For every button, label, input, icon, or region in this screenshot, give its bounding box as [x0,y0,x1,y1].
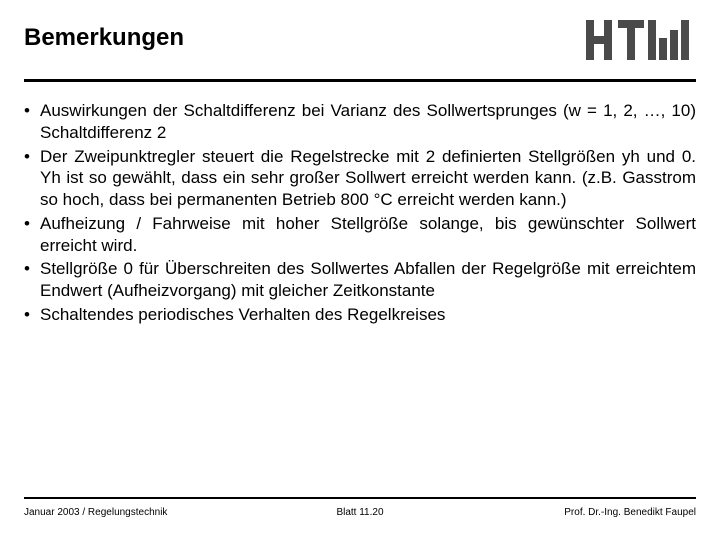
list-item: Stellgröße 0 für Überschreiten des Sollw… [24,258,696,302]
bullet-list: Auswirkungen der Schaltdifferenz bei Var… [24,100,696,326]
divider-bottom [24,497,696,499]
htw-logo [586,20,696,65]
content: Auswirkungen der Schaltdifferenz bei Var… [24,100,696,326]
list-item: Auswirkungen der Schaltdifferenz bei Var… [24,100,696,144]
list-item: Aufheizung / Fahrweise mit hoher Stellgr… [24,213,696,257]
list-item: Der Zweipunktregler steuert die Regelstr… [24,146,696,211]
header: Bemerkungen [24,24,696,65]
footer: Januar 2003 / Regelungstechnik Blatt 11.… [24,497,696,518]
page-title: Bemerkungen [24,24,184,52]
footer-row: Januar 2003 / Regelungstechnik Blatt 11.… [24,507,696,518]
footer-left: Januar 2003 / Regelungstechnik [24,507,248,518]
logo-svg [586,20,696,60]
divider-top [24,79,696,82]
list-item: Schaltendes periodisches Verhalten des R… [24,304,696,326]
slide: Bemerkungen Auswirkungen der Schaltdiffe… [0,0,720,540]
footer-right: Prof. Dr.-Ing. Benedikt Faupel [472,507,696,518]
footer-mid: Blatt 11.20 [248,507,472,518]
